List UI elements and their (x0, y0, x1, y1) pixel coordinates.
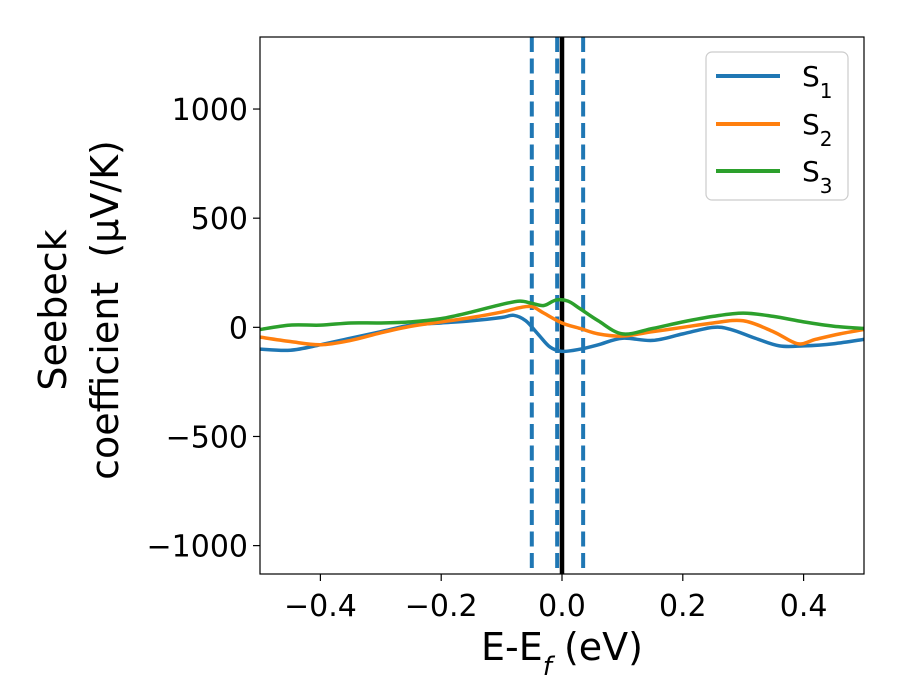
y-axis-title-line-2: coefficient (μV/K) (83, 140, 127, 480)
legend: S1 S2 S3 (705, 51, 849, 201)
x-tick-label: −0.4 (284, 589, 357, 624)
y-tick-label: 1000 (172, 93, 248, 128)
y-axis-title-line-1: Seebeck (31, 229, 75, 390)
y-tick-label: −500 (166, 420, 248, 455)
y-tick-label: 0 (229, 311, 248, 346)
x-axis-title-main: E-E (481, 625, 543, 669)
series-line-s3 (260, 297, 864, 336)
legend-label-s3: S3 (802, 155, 833, 198)
y-axis-title: Seebeck coefficient (μV/K) (31, 140, 127, 480)
x-tick-label: 0.2 (659, 589, 707, 624)
legend-label-s1: S1 (802, 60, 833, 103)
x-tick-label: −0.2 (405, 589, 478, 624)
x-axis-title: E-Ef (eV) (481, 625, 643, 682)
legend-label-s1-sub: 1 (820, 79, 833, 103)
y-tick-label: 500 (191, 202, 248, 237)
legend-label-s3-sub: 3 (820, 174, 833, 198)
x-axis-title-unit: (eV) (552, 625, 643, 669)
legend-label-s1-main: S (802, 60, 820, 93)
series-lines (260, 297, 864, 354)
y-tick-label: −1000 (147, 530, 248, 565)
series-line-s2 (260, 304, 864, 347)
legend-label-s2-sub: 2 (820, 127, 833, 151)
x-tick-label: 0.4 (780, 589, 828, 624)
x-axis-ticks: −0.4 −0.2 0.0 0.2 0.4 (284, 574, 827, 624)
x-tick-label: 0.0 (538, 589, 586, 624)
y-axis-ticks: −1000 −500 0 500 1000 (147, 93, 260, 565)
legend-label-s2: S2 (802, 108, 833, 151)
legend-label-s3-main: S (802, 155, 820, 188)
legend-label-s2-main: S (802, 108, 820, 141)
